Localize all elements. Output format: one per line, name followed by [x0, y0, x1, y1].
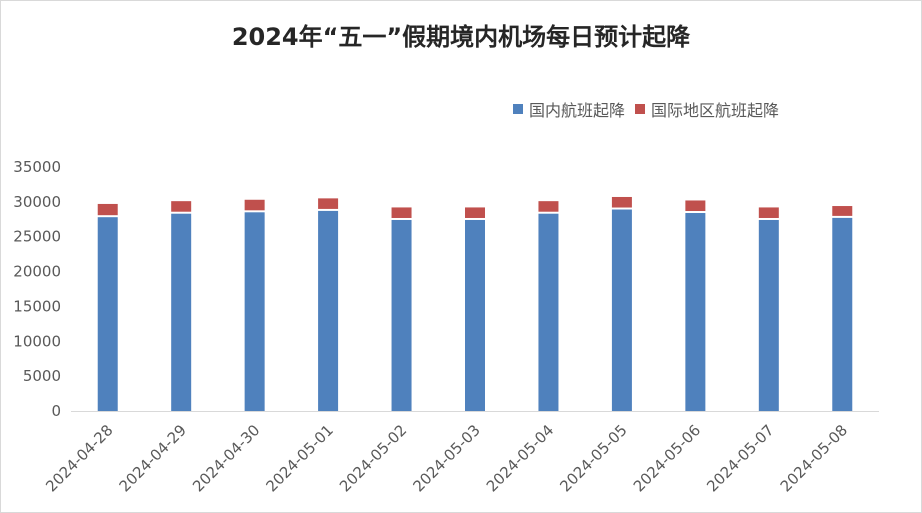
bar-domestic	[832, 217, 853, 411]
x-tick-label: 2024-05-01	[263, 421, 337, 495]
legend-item-domestic: 国内航班起降	[513, 97, 625, 121]
y-tick-label: 5000	[23, 367, 61, 385]
bar-international	[758, 207, 779, 218]
bar-international	[685, 200, 706, 212]
y-tick-label: 25000	[13, 228, 61, 246]
x-tick-label: 2024-05-07	[703, 421, 777, 495]
bar-domestic	[171, 213, 192, 411]
legend: 国内航班起降 国际地区航班起降	[513, 97, 789, 121]
bar-domestic	[758, 219, 779, 411]
y-tick-label: 0	[51, 402, 61, 420]
y-tick-label: 10000	[13, 332, 61, 350]
legend-label-international: 国际地区航班起降	[651, 101, 780, 120]
x-tick-label: 2024-05-02	[336, 421, 410, 495]
bar-international	[171, 201, 192, 212]
x-tick-label: 2024-05-05	[556, 421, 630, 495]
bar-domestic	[611, 209, 632, 411]
bar-international	[318, 198, 339, 209]
bar-international	[611, 196, 632, 208]
y-tick-label: 20000	[13, 263, 61, 281]
x-tick-label: 2024-05-03	[409, 421, 483, 495]
bar-domestic	[465, 219, 485, 411]
legend-item-international: 国际地区航班起降	[635, 97, 779, 121]
x-tick-label: 2024-05-06	[630, 421, 704, 495]
bar-domestic	[538, 213, 559, 411]
bar-domestic	[685, 213, 706, 411]
x-tick-label: 2024-04-30	[189, 421, 263, 495]
bar-international	[97, 203, 118, 216]
y-tick-label: 35000	[13, 158, 61, 176]
bar-domestic	[97, 217, 118, 411]
bar-international	[391, 207, 412, 218]
x-tick-label: 2024-05-08	[777, 421, 851, 495]
x-tick-label: 2024-04-29	[116, 421, 190, 495]
x-tick-label: 2024-04-28	[42, 421, 116, 495]
bar-domestic	[244, 212, 265, 411]
legend-swatch-international	[635, 104, 646, 114]
bar-international	[465, 207, 485, 218]
bar-domestic	[391, 219, 412, 411]
bar-international	[832, 206, 853, 216]
legend-label-domestic: 国内航班起降	[529, 101, 626, 120]
x-tick-label: 2024-05-04	[483, 421, 557, 495]
chart-title: 2024年“五一”假期境内机场每日预计起降	[231, 23, 691, 51]
y-tick-label: 30000	[13, 193, 61, 211]
bar-international	[244, 199, 265, 211]
legend-swatch-domestic	[513, 104, 523, 114]
bar-international	[538, 201, 559, 212]
bar-domestic	[318, 210, 339, 411]
y-tick-label: 15000	[13, 297, 61, 315]
